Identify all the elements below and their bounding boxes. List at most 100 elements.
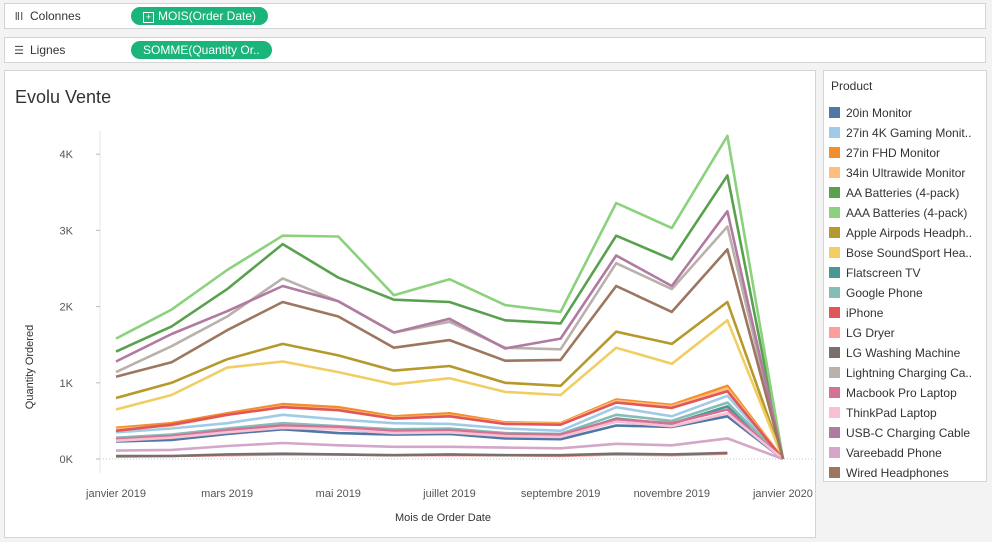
columns-shelf-label: Colonnes	[30, 9, 81, 23]
legend-item[interactable]: 20in Monitor	[824, 103, 988, 123]
series-line-usb-c-charging-cable[interactable]	[115, 210, 785, 460]
x-axis-label: Mois de Order Date	[395, 512, 491, 524]
legend-item-label: Google Phone	[846, 286, 923, 300]
legend-item-label: Vareebadd Phone	[846, 446, 942, 460]
legend-title: Product	[831, 79, 873, 93]
legend-item-label: 27in FHD Monitor	[846, 146, 941, 160]
legend-item-label: 34in Ultrawide Monitor	[846, 166, 966, 180]
series-line-aaa-batteries-4-pack[interactable]	[115, 134, 785, 460]
y-tick-label: 3K	[60, 225, 74, 237]
legend-item-label: LG Washing Machine	[846, 346, 961, 360]
legend-item[interactable]: Macbook Pro Laptop	[824, 383, 988, 403]
legend-swatch	[829, 327, 840, 338]
series-line-vareebadd-phone[interactable]	[115, 437, 784, 461]
series-line-wired-headphones[interactable]	[115, 248, 785, 460]
x-tick-label: novembre 2019	[634, 488, 710, 500]
columns-shelf: ⅡⅠ Colonnes + MOIS(Order Date)	[4, 3, 986, 29]
expand-plus-icon[interactable]: +	[143, 12, 154, 23]
legend-item-label: Bose SoundSport Hea..	[846, 246, 973, 260]
legend-swatch	[829, 347, 840, 358]
legend-item[interactable]: Vareebadd Phone	[824, 443, 988, 463]
legend-item-label: AA Batteries (4-pack)	[846, 186, 960, 200]
series-line-thinkpad-laptop[interactable]	[115, 412, 784, 461]
legend-swatch	[829, 387, 840, 398]
legend-swatch	[829, 127, 840, 138]
legend-item[interactable]: Google Phone	[824, 283, 988, 303]
legend-swatch	[829, 287, 840, 298]
legend-item[interactable]: AA Batteries (4-pack)	[824, 183, 988, 203]
legend-item[interactable]: Apple Airpods Headph..	[824, 223, 988, 243]
legend-item-label: Flatscreen TV	[846, 266, 921, 280]
legend-swatch	[829, 307, 840, 318]
legend-item[interactable]: Flatscreen TV	[824, 263, 988, 283]
legend-item-label: Lightning Charging Ca..	[846, 366, 973, 380]
series-line-apple-airpods-headph[interactable]	[115, 300, 785, 460]
y-tick-label: 0K	[60, 454, 74, 466]
series-line-macbook-pro-laptop[interactable]	[115, 408, 784, 460]
legend-swatch	[829, 147, 840, 158]
legend-item[interactable]: 34in Ultrawide Monitor	[824, 163, 988, 183]
legend-swatch	[829, 227, 840, 238]
legend-swatch	[829, 367, 840, 378]
x-tick-label: mars 2019	[201, 488, 253, 500]
rows-pill-somme-quantity[interactable]: SOMME(Quantity Or..	[131, 41, 272, 59]
columns-icon: ⅡⅠ	[14, 11, 24, 23]
legend-item-label: LG Dryer	[846, 326, 895, 340]
rows-pill-label: SOMME(Quantity Or..	[143, 43, 260, 57]
legend-swatch	[829, 267, 840, 278]
legend-item[interactable]: 27in 4K Gaming Monit..	[824, 123, 988, 143]
legend-item[interactable]: LG Washing Machine	[824, 343, 988, 363]
x-tick-label: juillet 2019	[422, 488, 476, 500]
y-tick-label: 4K	[60, 149, 74, 161]
rows-shelf-label: Lignes	[30, 43, 66, 57]
legend-swatch	[829, 467, 840, 478]
legend-item-label: AAA Batteries (4-pack)	[846, 206, 968, 220]
legend-item[interactable]: Lightning Charging Ca..	[824, 363, 988, 383]
legend-swatch	[829, 247, 840, 258]
legend-item-label: ThinkPad Laptop	[846, 406, 937, 420]
series-line-lg-washing-machine[interactable]	[116, 451, 728, 458]
legend-item[interactable]: iPhone	[824, 303, 988, 323]
x-tick-label: septembre 2019	[521, 488, 601, 500]
legend-item[interactable]: LG Dryer	[824, 323, 988, 343]
legend-item[interactable]: AAA Batteries (4-pack)	[824, 203, 988, 223]
legend-item-label: iPhone	[846, 306, 884, 320]
series-line-27in-4k-gaming-monit[interactable]	[115, 394, 784, 460]
series-group	[115, 134, 785, 461]
rows-icon: ☰	[14, 45, 24, 57]
legend-swatch	[829, 187, 840, 198]
y-axis-label: Quantity Ordered	[24, 325, 36, 409]
columns-pill-mois-order-date[interactable]: + MOIS(Order Date)	[131, 7, 269, 25]
legend-item-label: Wired Headphones	[846, 466, 949, 480]
legend-item[interactable]: USB-C Charging Cable	[824, 423, 988, 443]
x-tick-label: mai 2019	[316, 488, 361, 500]
legend-swatch	[829, 447, 840, 458]
legend-list: 20in Monitor 27in 4K Gaming Monit.. 27in F…	[824, 103, 988, 483]
y-tick-label: 1K	[60, 378, 74, 390]
legend-item[interactable]: 27in FHD Monitor	[824, 143, 988, 163]
series-line-bose-soundsport-hea[interactable]	[115, 319, 785, 460]
chart-panel: Evolu Vente 0K 1K 2K 3K 4K janvier 2019 mars 2…	[4, 70, 816, 538]
legend-swatch	[829, 167, 840, 178]
x-tick-label: janvier 2019	[85, 488, 146, 500]
legend-item-label: 20in Monitor	[846, 106, 913, 120]
series-line-google-phone[interactable]	[115, 401, 784, 460]
legend-item-label: Apple Airpods Headph..	[846, 226, 973, 240]
legend-swatch	[829, 207, 840, 218]
legend-item[interactable]: ThinkPad Laptop	[824, 403, 988, 423]
y-tick-label: 2K	[60, 302, 74, 314]
series-line-lightning-charging-ca[interactable]	[115, 225, 785, 460]
columns-pill-label: MOIS(Order Date)	[158, 9, 257, 23]
series-line-27in-fhd-monitor[interactable]	[115, 384, 785, 460]
rows-shelf: ☰ Lignes SOMME(Quantity Or..	[4, 37, 986, 63]
legend-item[interactable]: Bose SoundSport Hea..	[824, 243, 988, 263]
legend-item[interactable]: Wired Headphones	[824, 463, 988, 483]
legend-item-label: 27in 4K Gaming Monit..	[846, 126, 972, 140]
chart-title: Evolu Vente	[15, 87, 112, 107]
series-line-iphone[interactable]	[115, 389, 785, 460]
legend-swatch	[829, 407, 840, 418]
legend-swatch	[829, 427, 840, 438]
series-line-aa-batteries-4-pack[interactable]	[115, 174, 785, 460]
legend-item-label: USB-C Charging Cable	[846, 426, 971, 440]
legend-item-label: Macbook Pro Laptop	[846, 386, 957, 400]
